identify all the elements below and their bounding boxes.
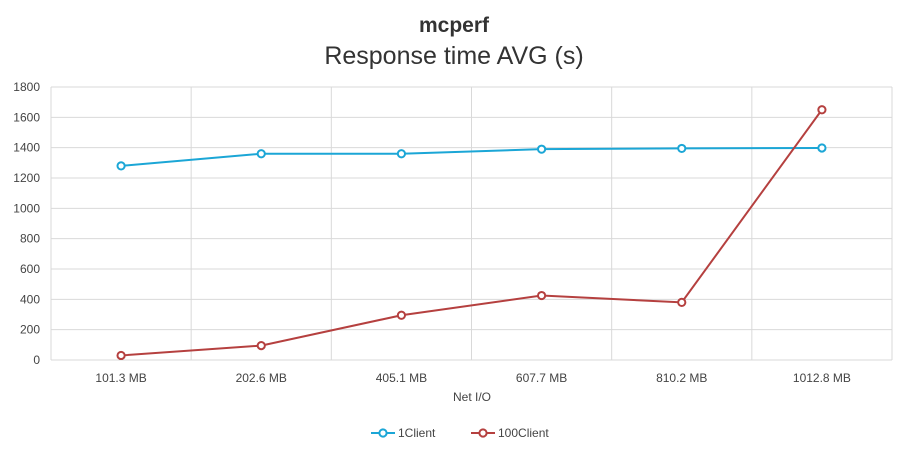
data-point bbox=[817, 105, 827, 115]
grid bbox=[50, 86, 893, 361]
x-tick-label: 101.3 MB bbox=[95, 371, 146, 385]
legend-item: 1Client bbox=[371, 426, 436, 440]
y-axis-ticks: 0 200 400 600 800 1000 1200 1400 1600 1800 bbox=[13, 80, 40, 367]
x-axis-title: Net I/O bbox=[453, 390, 491, 404]
data-point bbox=[817, 143, 827, 153]
data-point bbox=[536, 290, 547, 301]
series-line bbox=[120, 146, 822, 167]
data-point bbox=[256, 340, 266, 351]
x-tick-label: 405.1 MB bbox=[376, 371, 427, 385]
series-line bbox=[121, 109, 823, 357]
legend-label: 1Client bbox=[398, 426, 436, 440]
data-point bbox=[677, 143, 687, 154]
legend-marker-icon bbox=[378, 428, 388, 438]
y-tick-label: 1400 bbox=[13, 141, 40, 155]
y-tick-label: 1200 bbox=[13, 171, 40, 185]
legend: 1Client 100Client bbox=[371, 426, 549, 440]
legend-marker-icon bbox=[478, 428, 488, 438]
y-tick-label: 1000 bbox=[13, 201, 40, 215]
x-tick-label: 1012.8 MB bbox=[793, 371, 851, 385]
data-point bbox=[116, 161, 126, 171]
x-tick-label: 607.7 MB bbox=[516, 371, 567, 385]
data-point bbox=[116, 350, 126, 361]
series-2 bbox=[116, 105, 827, 361]
series-group bbox=[116, 105, 827, 361]
y-tick-label: 400 bbox=[20, 292, 40, 306]
y-tick-label: 800 bbox=[20, 232, 40, 246]
data-point bbox=[396, 149, 407, 159]
data-point bbox=[677, 297, 687, 307]
y-tick-label: 1800 bbox=[13, 80, 40, 94]
y-tick-label: 200 bbox=[20, 323, 40, 337]
y-tick-label: 1600 bbox=[13, 110, 40, 124]
x-tick-label: 810.2 MB bbox=[656, 371, 707, 385]
data-point bbox=[536, 144, 547, 154]
x-tick-label: 202.6 MB bbox=[236, 371, 287, 385]
legend-item: 100Client bbox=[471, 426, 549, 440]
y-tick-label: 0 bbox=[33, 353, 40, 367]
data-point bbox=[396, 310, 407, 320]
series-1 bbox=[116, 143, 827, 171]
y-tick-label: 600 bbox=[20, 262, 40, 276]
chart-title: mcperf bbox=[419, 14, 490, 37]
x-axis-ticks: 101.3 MB 202.6 MB 405.1 MB 607.7 MB 810.2 MB… bbox=[95, 371, 851, 385]
data-point bbox=[256, 149, 266, 159]
legend-label: 100Client bbox=[498, 426, 549, 440]
chart-subtitle: Response time AVG (s) bbox=[324, 42, 583, 70]
